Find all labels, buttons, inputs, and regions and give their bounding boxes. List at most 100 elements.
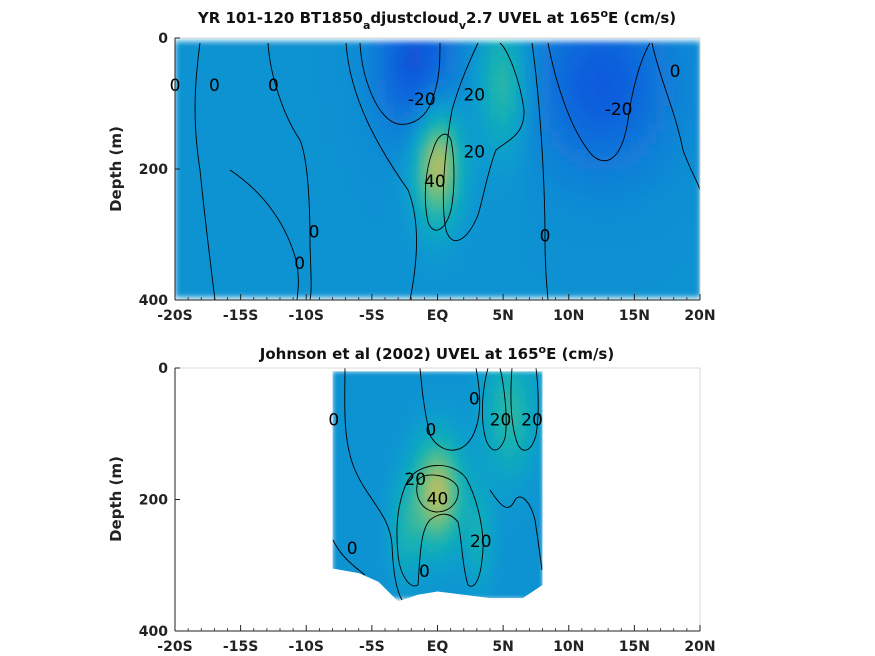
- field-cell: [493, 490, 498, 497]
- field-cell: [332, 85, 343, 94]
- field-cell: [262, 137, 273, 145]
- field-cell: [437, 371, 442, 378]
- field-cell: [357, 484, 362, 492]
- field-cell: [603, 181, 614, 189]
- field-cell: [271, 239, 281, 247]
- field-cell: [395, 496, 400, 503]
- field-cell: [192, 79, 203, 87]
- field-cell: [630, 137, 640, 145]
- field-cell: [437, 111, 448, 119]
- field-cell: [385, 271, 395, 279]
- field-cell: [297, 137, 308, 145]
- field-cell: [673, 181, 684, 189]
- field-cell: [385, 575, 390, 582]
- field-cell: [280, 207, 290, 215]
- field-cell: [416, 541, 421, 548]
- field-cell: [465, 575, 470, 582]
- field-cell: [444, 518, 449, 526]
- field-cell: [271, 252, 281, 260]
- field-cell: [388, 552, 393, 560]
- field-cell: [192, 277, 203, 285]
- field-cell: [451, 524, 456, 531]
- field-cell: [476, 445, 481, 452]
- field-cell: [665, 194, 675, 202]
- field-cell: [409, 530, 414, 537]
- field-cell: [353, 473, 358, 480]
- field-cell: [371, 581, 376, 588]
- field-cell: [315, 117, 325, 126]
- field-cell: [532, 467, 537, 475]
- field-cell: [521, 552, 526, 560]
- field-cell: [472, 456, 477, 463]
- field-cell: [568, 124, 579, 132]
- field-cell: [451, 530, 456, 537]
- field-cell: [656, 79, 666, 87]
- field-cell: [500, 518, 505, 526]
- field-cell: [665, 232, 675, 241]
- field-cell: [306, 232, 316, 241]
- field-cell: [472, 484, 477, 492]
- field-cell: [603, 188, 614, 196]
- field-cell: [297, 169, 308, 177]
- field-cell: [486, 569, 491, 577]
- field-cell: [376, 194, 386, 202]
- field-cell: [358, 124, 369, 132]
- field-cell: [551, 47, 561, 55]
- field-cell: [392, 507, 397, 514]
- field-cell: [490, 496, 495, 503]
- field-cell: [455, 388, 460, 395]
- field-cell: [673, 66, 684, 75]
- field-cell: [437, 92, 448, 100]
- field-cell: [533, 156, 544, 164]
- field-cell: [343, 530, 348, 537]
- field-cell: [535, 428, 540, 435]
- field-cell: [364, 586, 369, 594]
- field-cell: [455, 54, 465, 62]
- field-cell: [514, 450, 519, 458]
- field-cell: [423, 462, 428, 469]
- field-cell: [357, 382, 362, 390]
- field-cell: [481, 98, 491, 106]
- field-cell: [236, 169, 246, 177]
- field-cell: [353, 552, 358, 560]
- field-cell: [378, 496, 383, 503]
- field-cell: [451, 586, 456, 594]
- field-cell: [245, 105, 255, 113]
- field-cell: [539, 564, 543, 571]
- field-cell: [393, 213, 404, 221]
- y-tick-label: 0: [158, 361, 168, 377]
- field-cell: [476, 490, 481, 497]
- field-cell: [486, 484, 491, 492]
- field-cell: [210, 181, 220, 189]
- field-cell: [472, 226, 483, 234]
- field-cell: [504, 433, 509, 441]
- field-cell: [577, 226, 588, 234]
- field-cell: [586, 258, 596, 266]
- field-cell: [603, 264, 614, 272]
- field-cell: [280, 245, 290, 253]
- field-cell: [497, 371, 502, 378]
- field-cell: [245, 232, 255, 241]
- field-cell: [420, 439, 425, 446]
- field-cell: [455, 518, 460, 526]
- field-cell: [388, 388, 393, 395]
- field-cell: [201, 162, 211, 170]
- field-cell: [497, 564, 502, 571]
- field-cell: [367, 162, 378, 170]
- field-cell: [367, 507, 372, 514]
- field-cell: [423, 445, 428, 452]
- field-cell: [332, 524, 337, 531]
- field-cell: [297, 47, 308, 55]
- field-cell: [218, 277, 229, 285]
- field-cell: [577, 73, 588, 81]
- field-cell: [500, 513, 505, 520]
- field-cell: [315, 245, 325, 253]
- field-cell: [367, 547, 372, 554]
- field-cell: [577, 213, 588, 221]
- field-cell: [500, 393, 505, 401]
- field-cell: [586, 283, 596, 292]
- field-cell: [280, 124, 290, 132]
- field-cell: [691, 66, 700, 75]
- field-cell: [423, 376, 428, 384]
- field-cell: [393, 169, 404, 177]
